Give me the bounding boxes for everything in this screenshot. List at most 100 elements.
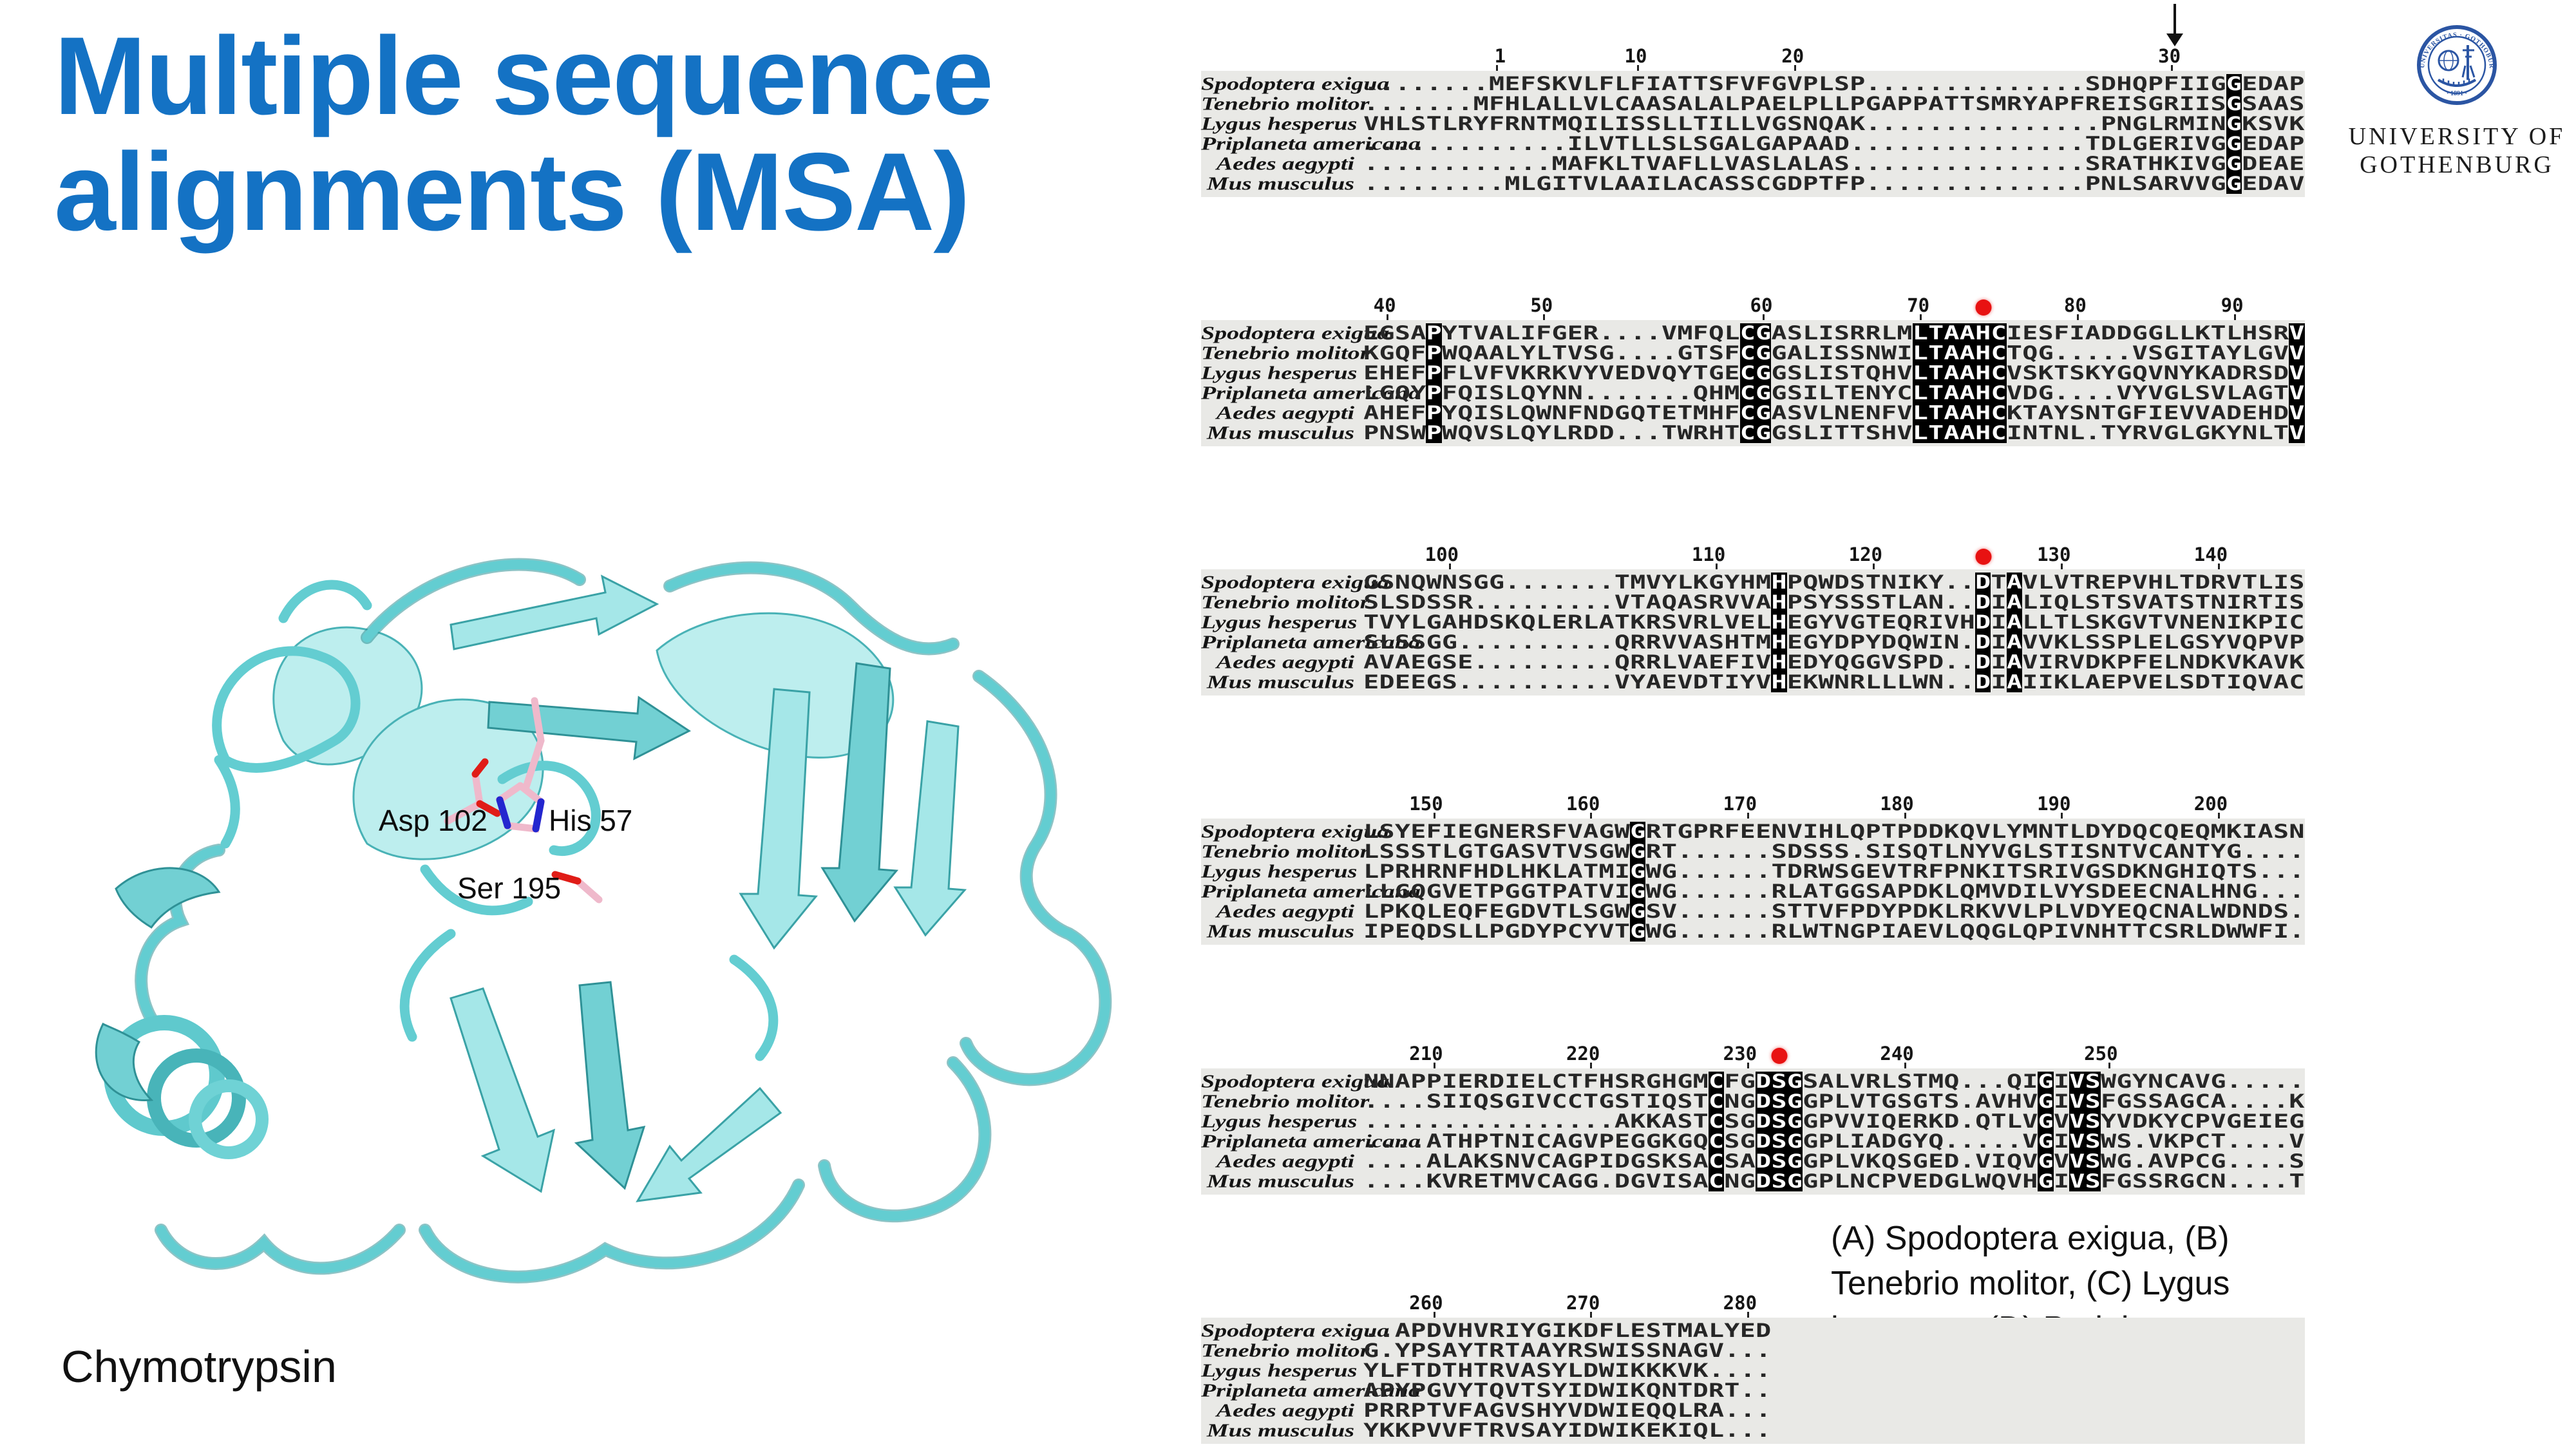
ruler-tick [1904,813,1906,819]
catalytic-triad-sticks [444,697,603,904]
sequence-text: VHLSTLRYFRNTMQILISSLLTILLVGSNQAK........… [1363,113,2305,135]
sequence-text: AHEFPYQISLQWNFNDGQTETMHFCGASVLNENFVLTAAH… [1363,402,2305,424]
sequence-text: LLGQGVETPGGTPATVIGWG......RLATGGSAPDKLQM… [1363,880,2305,903]
sequence-text: NNAPPIERDIELCTFHSRGHGMCFGDSGSALVRLSTMQ..… [1363,1070,2305,1093]
ruler-tick [1716,564,1718,569]
sequence-text: EDEEGS..........VYAEVDTIYVHEKWNRLLLWN..D… [1363,671,2305,694]
ruler-tick [2233,314,2236,320]
ruler-tick-label: 30 [2158,45,2181,67]
species-name: Priplaneta americana [1201,882,1421,902]
university-logo: UNIVERSITAS · GOTHOBURGENSIS · 1891 · UN… [2331,23,2576,179]
alignment-block-background [1201,1318,2305,1444]
species-name: Spodoptera exigua [1201,1321,1390,1341]
ruler-tick [2108,1063,2110,1068]
sequence-text: LPRHRNFHDLHKLATMIGWG......TDRWSGEVTRFPNK… [1363,860,2305,883]
protein-caption: Chymotrypsin [61,1341,337,1392]
species-name: Priplaneta americana [1201,134,1421,154]
sequence-text: KGQFPWQAALYLTVSG....GTSFCGGALISSNWILTAAH… [1363,342,2305,365]
ruler-tick [1496,65,1499,71]
ruler-tick [2076,314,2079,320]
ruler-tick-label: 280 [1723,1292,1757,1314]
sequence-text: SLSSGG..........QRRVVASHTMHEGYDPYDQWIN.D… [1363,631,2305,654]
species-name: Mus musculus [1206,423,1354,443]
species-name: Spodoptera exigua [1201,74,1390,94]
ribbon-patch [656,612,895,759]
alignment-block-background [1201,819,2305,945]
residue-label: Ser 195 [457,871,561,905]
species-name: Aedes aegypti [1216,652,1354,672]
species-name: Tenebrio molitor [1201,343,1370,363]
alignment-block-background [1201,1068,2305,1195]
species-name: Aedes aegypti [1216,403,1354,423]
ruler-tick [2218,813,2221,819]
ruler-tick-label: 230 [1723,1043,1757,1065]
ruler-tick [2171,65,2174,71]
ruler-tick-label: 190 [2037,793,2071,815]
ruler-tick-label: 260 [1409,1292,1443,1314]
page-title: Multiple sequence alignments (MSA) [54,14,994,254]
ruler-tick [1763,314,1765,320]
sequence-text: LSYEFIEGNERSFVAGWGRTGPRFEENVIHLQPTPDDKQV… [1363,820,2305,843]
page-title-line2: alignments (MSA) [54,130,971,254]
ruler-tick-label: 200 [2193,793,2228,815]
species-name: Mus musculus [1206,1421,1354,1441]
seal-year: · 1891 · [2447,90,2467,97]
ruler-tick-label: 270 [1566,1292,1600,1314]
species-name: Aedes aegypti [1216,1401,1354,1421]
ruler-tick-label: 150 [1409,793,1443,815]
catalytic-residue-dot [1975,549,1992,565]
protein-structure: Asp 102 His 57 Ser 195 [95,558,1112,1283]
logo-text-line2: GOTHENBURG [2360,151,2554,178]
catalytic-residue-dot [1771,1048,1788,1064]
page-title-line1: Multiple sequence [54,14,994,138]
species-name: Priplaneta americana [1201,383,1421,403]
ruler-tick [1543,314,1546,320]
caption-line: (A) Spodoptera exigua, (B) [1831,1220,2230,1257]
ruler-tick [1590,813,1593,819]
ruler-tick-label: 240 [1880,1043,1914,1065]
ruler-tick [1904,1063,1906,1068]
ruler-tick-label: 180 [1880,793,1914,815]
ruler-tick [1794,65,1797,71]
ruler-tick-label: 140 [2193,544,2228,565]
sequence-text: PRRPTVFAGVSHYVDWIEQQLRA... [1363,1399,1772,1422]
caption-line: Tenebrio molitor, (C) Lygus [1831,1265,2230,1302]
ruler-tick [2061,564,2063,569]
ruler-tick-label: 70 [1907,294,1930,316]
species-name: Mus musculus [1206,1171,1354,1191]
species-name: Mus musculus [1206,922,1354,942]
ruler-tick-label: 100 [1425,544,1459,565]
alignment-block-background [1201,569,2305,696]
ruler-tick [1747,1312,1750,1318]
ruler-tick-label: 90 [2221,294,2244,316]
sequence-text: ....ATHPTNICAGVPEGGKGQCSGDSGGPLIADGYQ...… [1363,1130,2305,1153]
species-name: Tenebrio molitor [1201,842,1370,862]
helix-ribbon [115,867,221,929]
species-name: Priplaneta americana [1201,632,1421,652]
species-name: Lygus hesperus [1201,114,1358,134]
beta-strands [450,574,967,1202]
sequence-text: APYPGVYTQVTSYIDWIKQNTDRT.. [1363,1379,1772,1402]
sequence-text: YLFTDTHTRVASYLDWIKKKVK.... [1363,1359,1772,1382]
ruler-tick [1433,1312,1435,1318]
species-name: Lygus hesperus [1201,1361,1358,1381]
ruler-tick [1873,564,1875,569]
helix-ribbon [95,1022,154,1101]
species-name: Aedes aegypti [1216,1151,1354,1171]
ruler-tick [1920,314,1922,320]
species-name: Tenebrio molitor [1201,1341,1370,1361]
ruler-tick-label: 80 [2063,294,2087,316]
sequence-text: PNSWPWQVSLQYLRDD...TWRHTCGGSLITTSHVLTAAH… [1363,422,2305,444]
ruler-tick [2218,564,2221,569]
sequence-text: .............ILVTLLSLSGALGAPAAD.........… [1363,133,2305,155]
ruler-tick-label: 10 [1624,45,1647,67]
species-name: Spodoptera exigua [1201,323,1390,343]
sequence-text: LSSSTLGTGASVTVSGWGRT......SDSSS.SISQTLNY… [1363,840,2305,863]
ruler-tick-label: 210 [1409,1043,1443,1065]
sequence-text: ........MEFSKVLFLFIATTSFVFGVPLSP........… [1363,73,2305,95]
ruler-tick-label: 170 [1723,793,1757,815]
ruler-tick [1590,1312,1593,1318]
ruler-tick [1590,1063,1593,1068]
species-name: Aedes aegypti [1216,154,1354,174]
species-name: Lygus hesperus [1201,612,1358,632]
